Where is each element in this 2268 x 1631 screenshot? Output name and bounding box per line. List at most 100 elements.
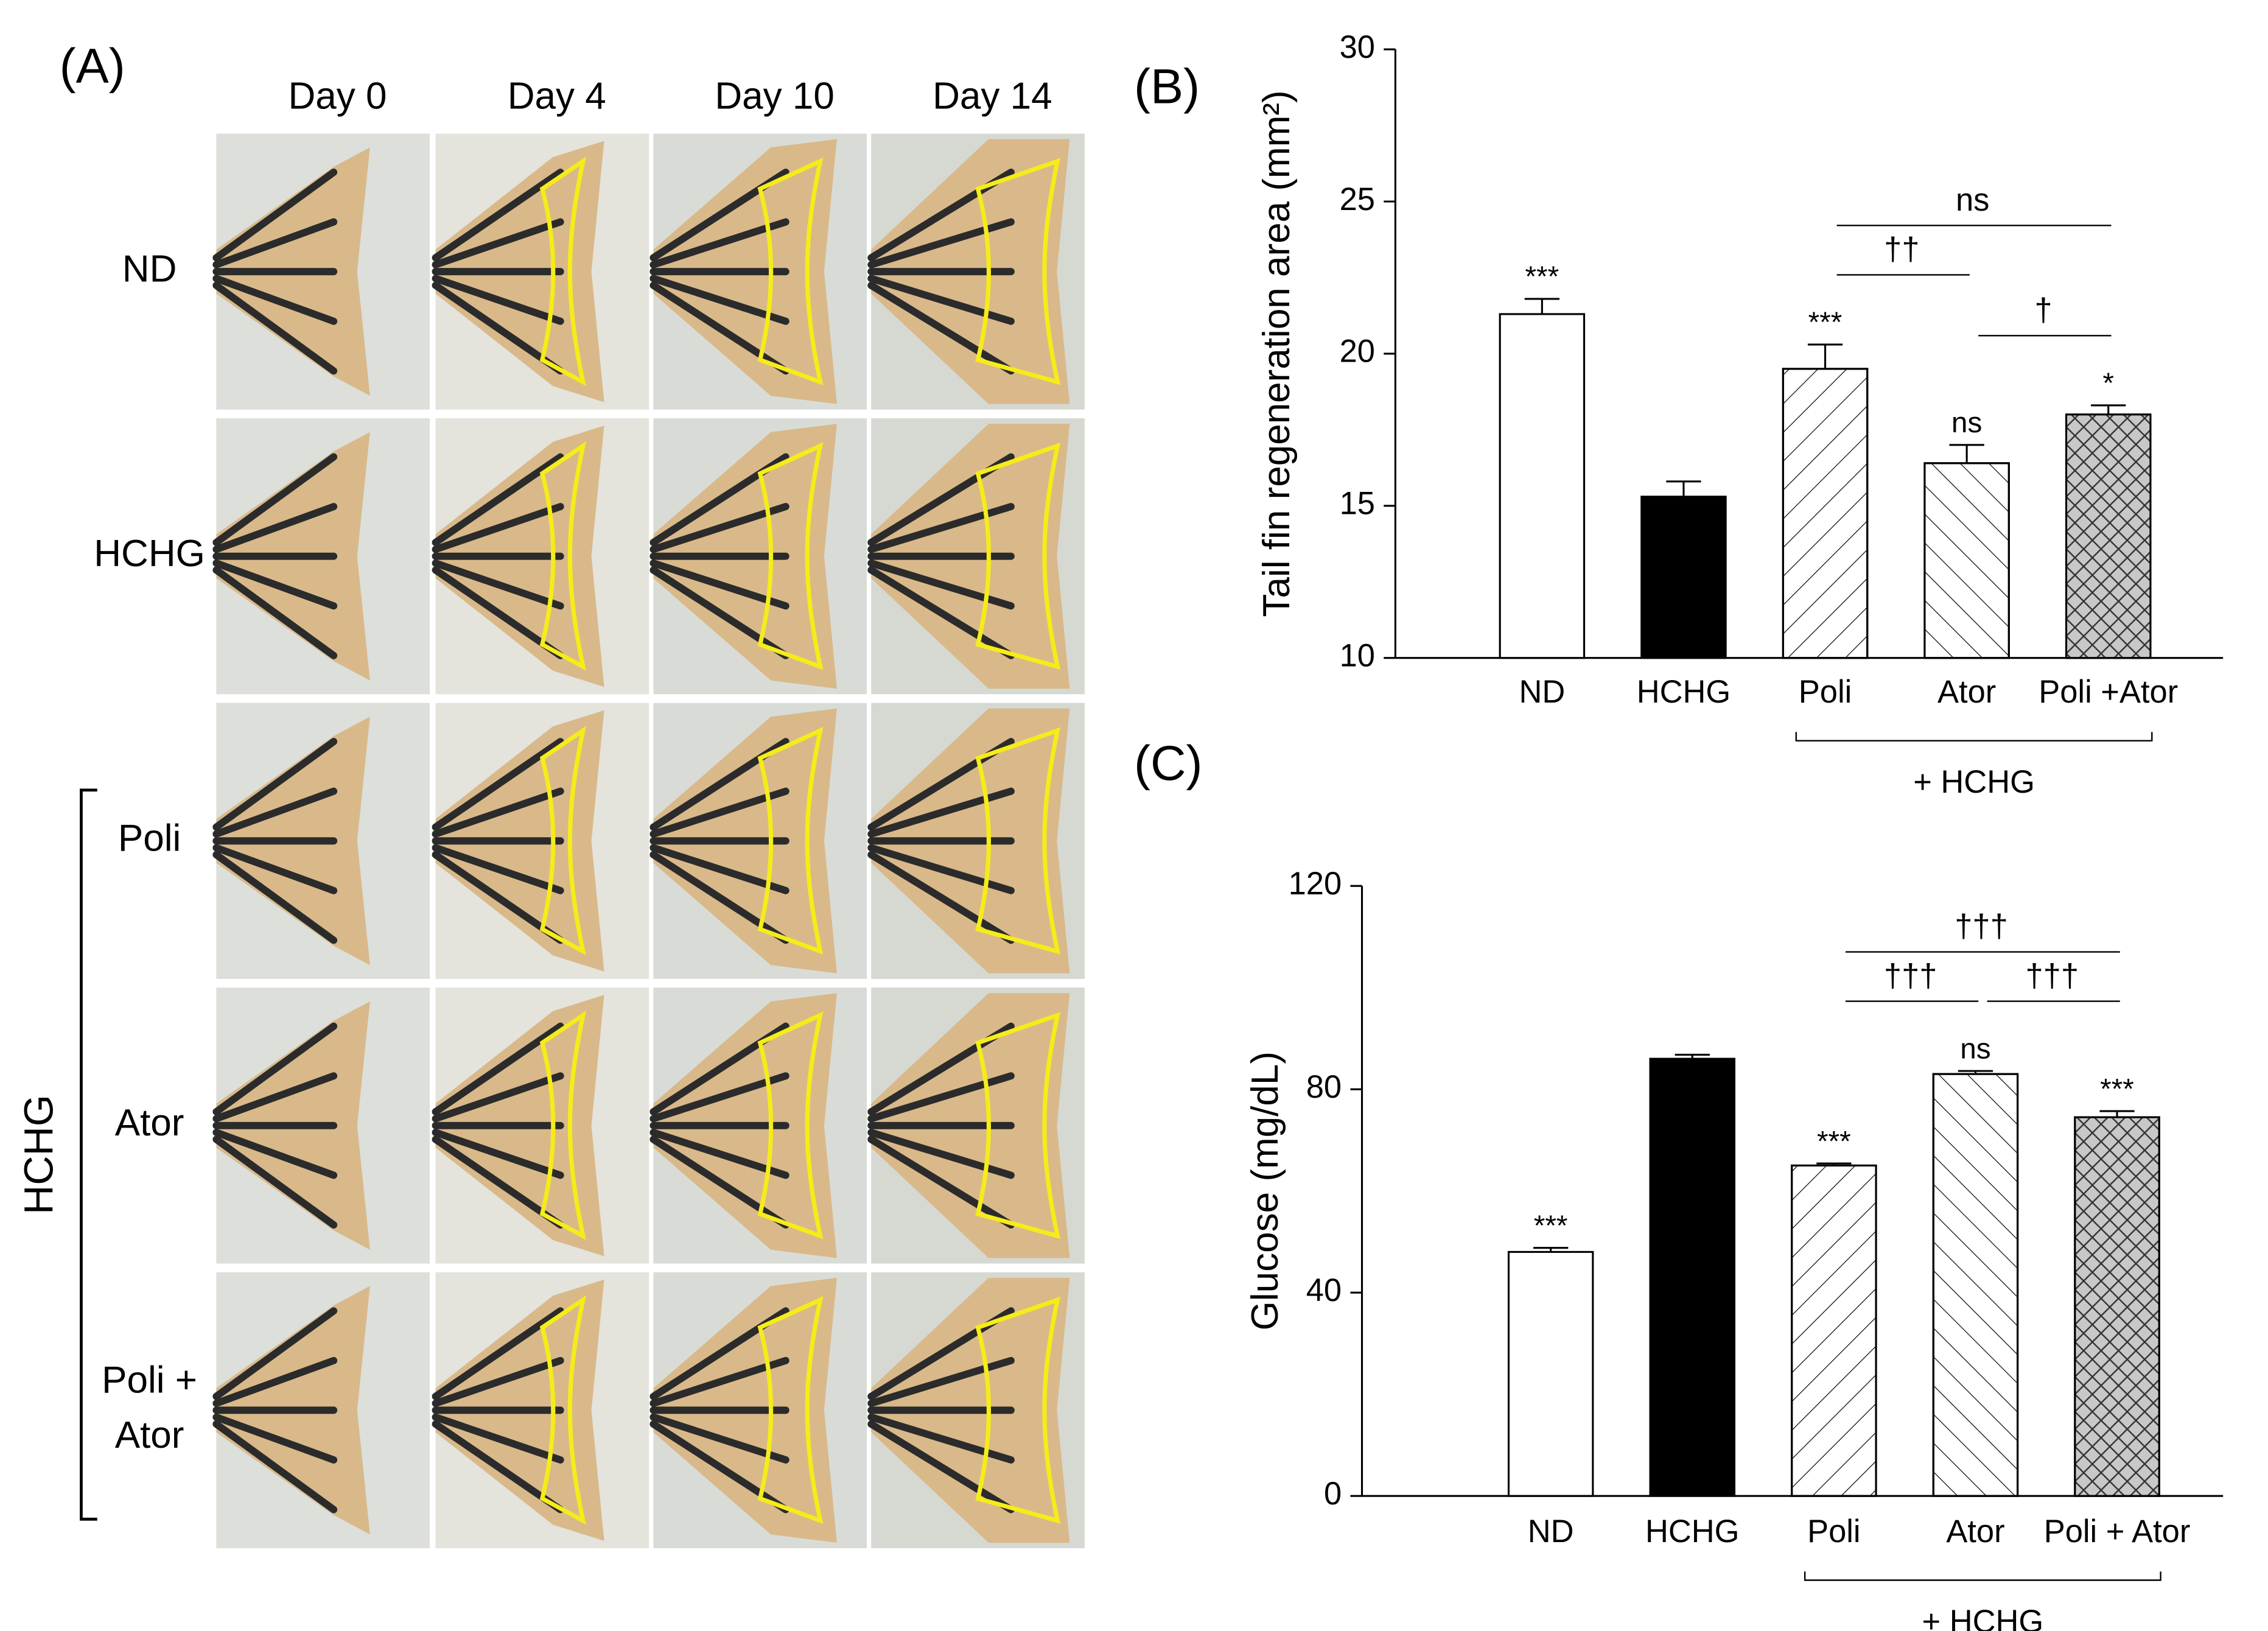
error-bar	[1533, 1247, 1569, 1252]
fin-stripe	[649, 566, 789, 659]
bar-hatch	[1923, 462, 2010, 659]
significance-label: ***	[1817, 1125, 1851, 1157]
fin-stripe	[212, 738, 338, 831]
fin-stripe	[432, 566, 564, 659]
group-label: HCHG	[94, 533, 205, 575]
group-bracket	[1804, 1571, 2161, 1581]
bar	[1649, 1058, 1735, 1497]
fin-stripe	[212, 281, 338, 375]
group-label: Poli	[118, 818, 181, 860]
x-tick-label: ND	[1519, 674, 1565, 710]
fin-stripe	[212, 1356, 338, 1408]
fin-stripe	[212, 1413, 338, 1464]
x-tick-label: Poli + Ator	[2044, 1513, 2191, 1549]
comparison-label: †††	[1955, 908, 2008, 944]
fin-photo	[432, 418, 649, 695]
fin-stripe	[432, 1356, 564, 1408]
regeneration-outline	[757, 442, 824, 670]
bar-hatch	[1932, 1073, 2019, 1497]
regeneration-outline	[539, 1010, 587, 1240]
fin-stripe	[432, 275, 564, 325]
comparison-label: †††	[2026, 958, 2079, 994]
day-label: Day 0	[289, 75, 387, 118]
fin-stripe	[867, 1135, 1015, 1229]
fin-photo	[867, 987, 1085, 1264]
fin-photo	[649, 1272, 867, 1549]
y-tick-label: 80	[1306, 1069, 1342, 1105]
fin-photo	[649, 418, 867, 695]
significance-label: ***	[2100, 1073, 2134, 1105]
error-bar	[1949, 444, 1984, 463]
fin-stripe	[432, 1413, 564, 1464]
fin-stripe	[649, 851, 789, 944]
fin-stripe	[649, 844, 789, 894]
fin-stripe	[432, 453, 564, 546]
panel-label: (C)	[1134, 736, 1203, 791]
fin-stripe	[212, 275, 338, 325]
fin-stripe	[649, 1413, 789, 1464]
y-tick-label: 0	[1324, 1476, 1342, 1512]
error-bar	[1524, 298, 1559, 314]
bar-hatch	[1782, 368, 1869, 659]
fin-stripe	[212, 787, 338, 838]
y-tick-label: 30	[1340, 29, 1375, 65]
fin-stripe	[432, 503, 564, 553]
fin-stripe	[432, 168, 564, 262]
fin-stripe	[212, 1420, 338, 1513]
fin-stripe	[432, 1022, 564, 1116]
day-label: Day 14	[933, 75, 1052, 118]
comparison-label: †	[2034, 292, 2052, 328]
bar	[1499, 313, 1586, 659]
fin-stripe	[432, 1072, 564, 1123]
regeneration-outline	[975, 158, 1061, 385]
x-tick-label: HCHG	[1637, 674, 1731, 710]
regeneration-outline	[757, 726, 824, 955]
fin-stripe	[212, 566, 338, 659]
significance-label: ***	[1525, 261, 1559, 293]
fin-stripe	[432, 559, 564, 610]
fin-stripe	[212, 168, 338, 262]
fin-photo	[867, 1272, 1085, 1549]
fin-stripe	[867, 1420, 1015, 1513]
fin-stripe	[649, 503, 789, 553]
bar	[1507, 1250, 1594, 1497]
significance-label: ***	[1534, 1210, 1568, 1242]
fin-stripe	[867, 851, 1015, 944]
fin-stripe	[212, 1072, 338, 1123]
fin-photo	[432, 987, 649, 1264]
group-label: Poli +	[102, 1359, 197, 1401]
y-tick-label: 15	[1340, 486, 1375, 522]
fin-stripe	[649, 281, 789, 375]
fin-stripe	[212, 1022, 338, 1116]
fin-photo	[649, 133, 867, 410]
fin-stripe	[649, 787, 789, 838]
x-tick-label: Ator	[1937, 674, 1996, 710]
group-bracket	[1795, 732, 2153, 742]
regeneration-outline	[757, 157, 824, 385]
group-label: + HCHG	[1913, 764, 2035, 800]
error-bar	[1666, 480, 1701, 497]
significance-label: ns	[1960, 1033, 1990, 1065]
fin-photo	[867, 133, 1085, 410]
fin-photo	[432, 1272, 649, 1549]
x-tick-label: Poli	[1807, 1513, 1861, 1549]
bracket-label: HCHG	[17, 1095, 62, 1215]
fin-photo	[212, 1272, 430, 1549]
fin-stripe	[432, 218, 564, 268]
group-label: ND	[122, 248, 177, 290]
fin-stripe	[212, 844, 338, 894]
y-axis-label: Tail fin regeneration area (mm²)	[1256, 90, 1298, 617]
y-tick-label: 40	[1306, 1272, 1342, 1308]
fin-stripe	[649, 559, 789, 610]
x-tick-label: Poli	[1799, 674, 1852, 710]
error-bar	[2099, 1110, 2135, 1118]
fin-photo	[867, 418, 1085, 695]
regeneration-outline	[975, 1012, 1061, 1240]
bracket	[80, 788, 97, 1521]
fin-stripe	[212, 1307, 338, 1400]
bar-hatch	[2074, 1116, 2160, 1497]
regeneration-outline	[539, 726, 587, 956]
fin-stripe	[432, 844, 564, 894]
